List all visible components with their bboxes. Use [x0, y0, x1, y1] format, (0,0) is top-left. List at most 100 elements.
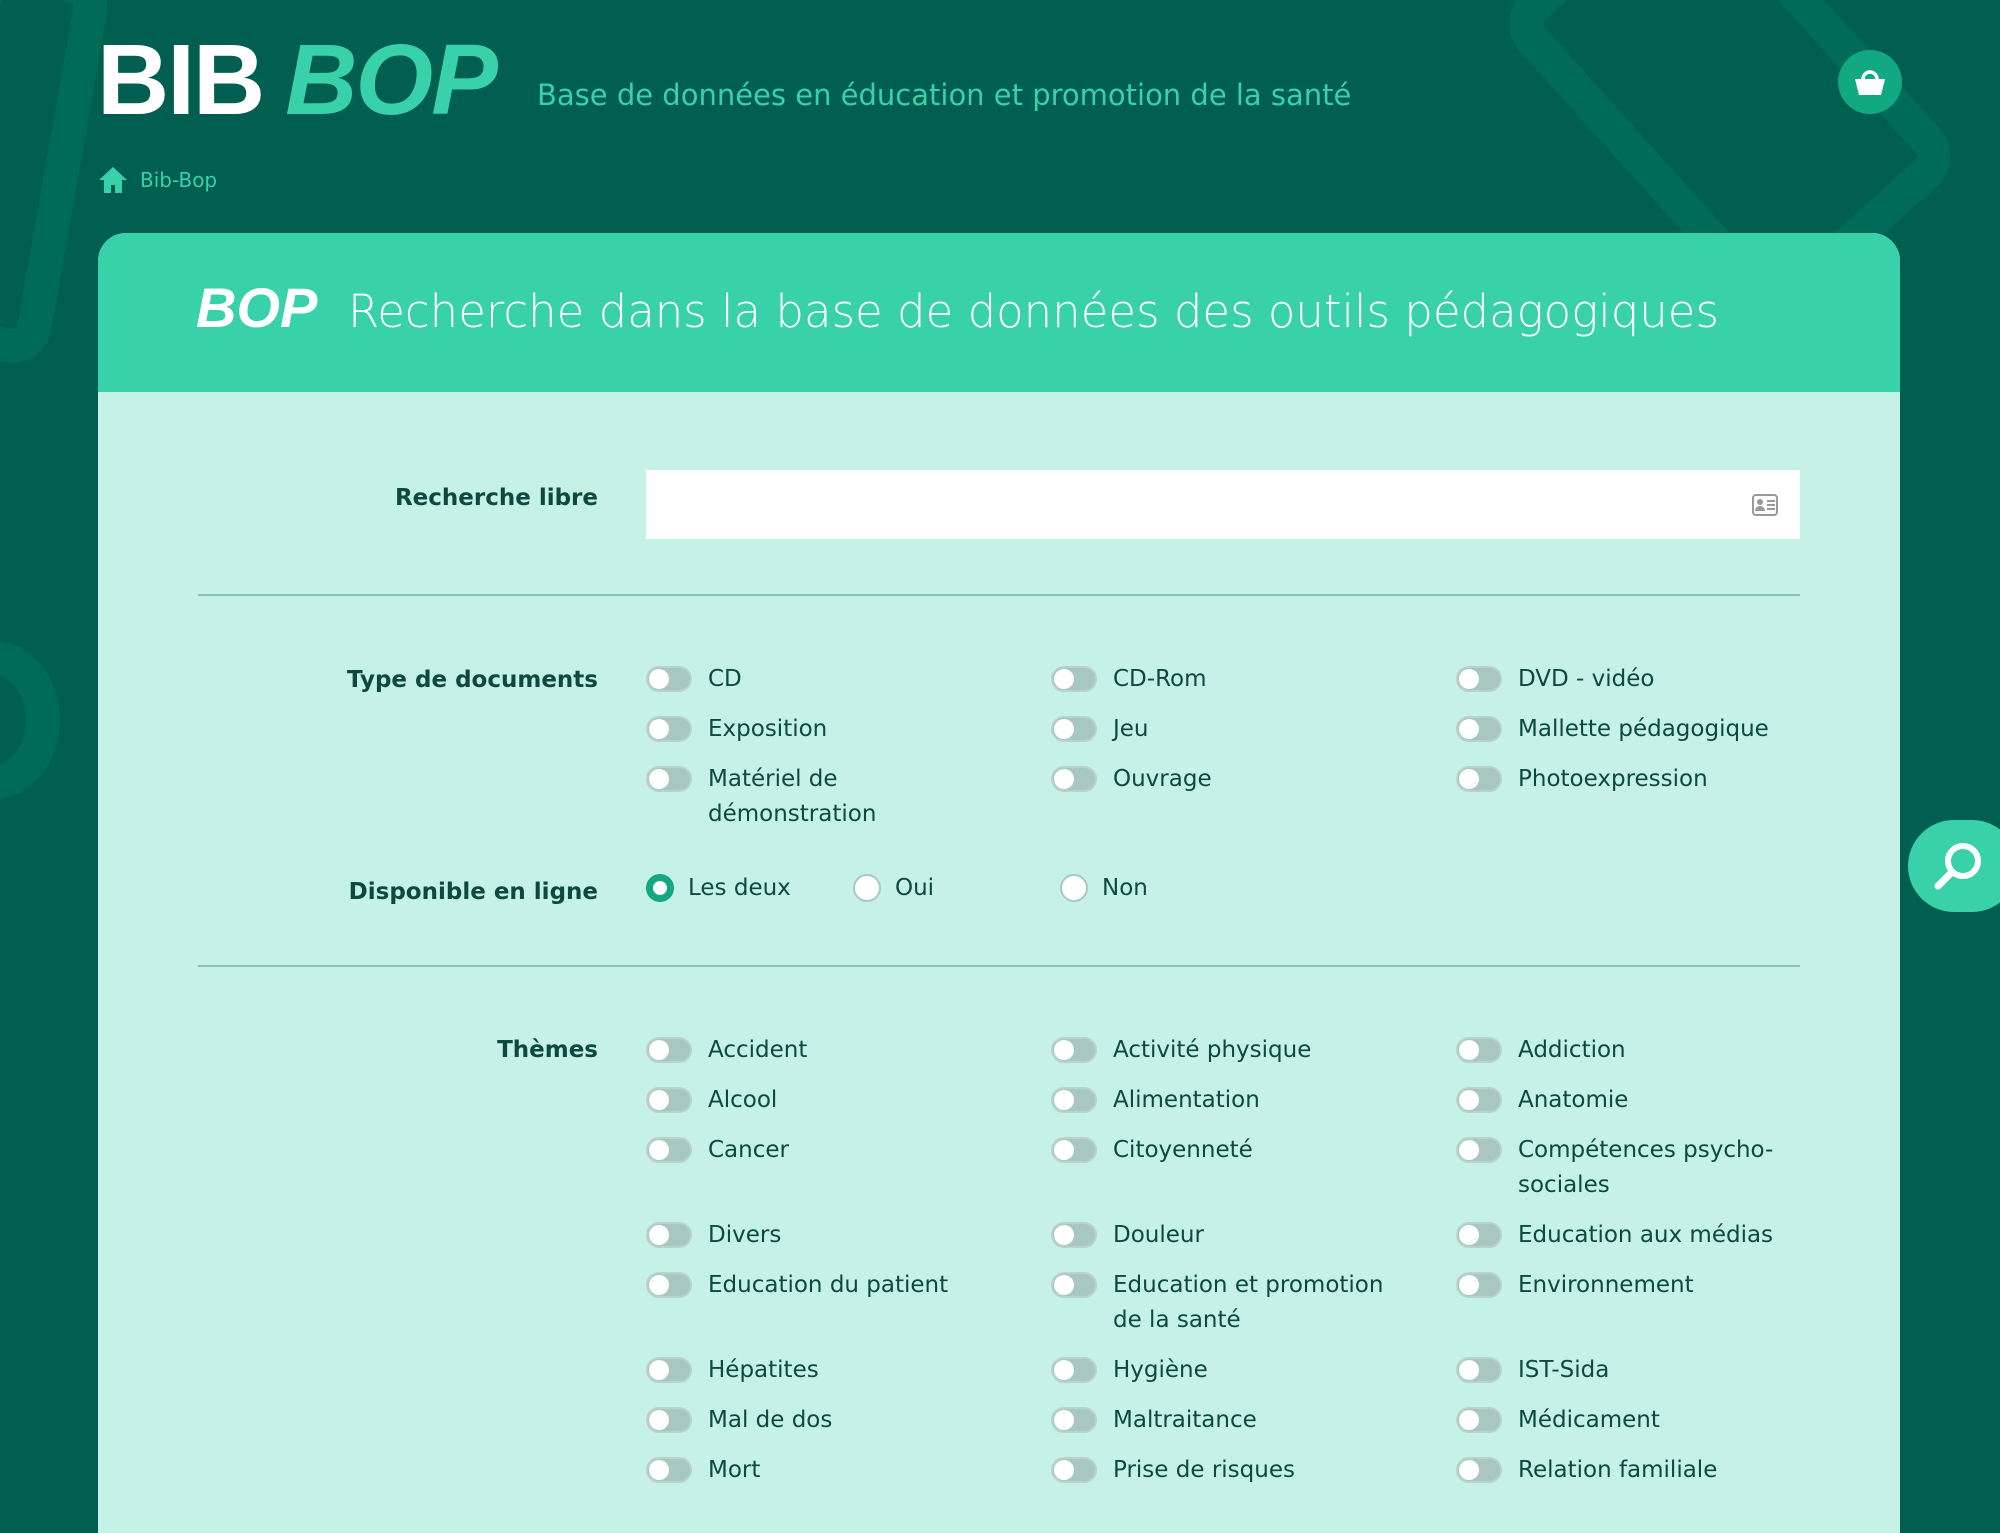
page-title: Recherche dans la base de données des ou… [348, 285, 1719, 338]
doc_types-option[interactable]: Jeu [1051, 712, 1456, 747]
doc_types-option[interactable]: Photoexpression [1456, 762, 1861, 832]
toggle-switch[interactable] [1051, 1037, 1097, 1063]
themes-option[interactable]: Mal de dos [646, 1403, 1051, 1438]
divider [198, 594, 1800, 596]
themes-option[interactable]: Médicament [1456, 1403, 1861, 1438]
option-label: Addiction [1518, 1037, 1626, 1063]
toggle-switch[interactable] [1456, 1137, 1502, 1163]
radio-option[interactable]: Les deux [646, 874, 853, 902]
themes-option[interactable]: Education aux médias [1456, 1218, 1861, 1253]
free-search-input[interactable] [646, 470, 1800, 539]
themes-option[interactable]: Alcool [646, 1083, 1051, 1118]
cart-button[interactable] [1838, 50, 1902, 114]
themes-option[interactable]: Addiction [1456, 1033, 1861, 1068]
radio-button[interactable] [853, 874, 881, 902]
themes-option[interactable]: IST-Sida [1456, 1353, 1861, 1388]
search-submit-button[interactable] [1908, 820, 2000, 912]
bibbop-logo[interactable]: BIB BOP [97, 24, 498, 136]
divider [198, 965, 1800, 967]
toggle-switch[interactable] [1051, 1272, 1097, 1298]
toggle-switch[interactable] [1456, 1357, 1502, 1383]
toggle-switch[interactable] [1456, 1222, 1502, 1248]
themes-option[interactable]: Activité physique [1051, 1033, 1456, 1068]
themes-option[interactable]: Hygiène [1051, 1353, 1456, 1388]
option-label: Prise de risques [1113, 1457, 1295, 1483]
toggle-switch[interactable] [1456, 1037, 1502, 1063]
toggle-switch[interactable] [646, 1037, 692, 1063]
doc_types-option[interactable]: CD-Rom [1051, 662, 1456, 697]
toggle-switch[interactable] [646, 666, 692, 692]
option-label: Education aux médias [1518, 1222, 1774, 1248]
doc_types-option[interactable]: CD [646, 662, 1051, 697]
option-label: Environnement [1518, 1272, 1694, 1298]
background-decoration [0, 640, 60, 800]
themes-option[interactable]: Education du patient [646, 1268, 1051, 1338]
toggle-switch[interactable] [1456, 766, 1502, 792]
themes-option[interactable]: Alimentation [1051, 1083, 1456, 1118]
themes-option[interactable]: Relation familiale [1456, 1453, 1861, 1488]
themes-option[interactable]: Hépatites [646, 1353, 1051, 1388]
option-label: Ouvrage [1113, 766, 1212, 792]
themes-option[interactable]: Divers [646, 1218, 1051, 1253]
doc_types-option[interactable]: DVD - vidéo [1456, 662, 1861, 697]
toggle-switch[interactable] [1051, 666, 1097, 692]
toggle-switch[interactable] [1051, 1137, 1097, 1163]
radio-label: Non [1102, 875, 1148, 901]
option-label: Médicament [1518, 1407, 1660, 1433]
online-radio-group: Les deux Oui Non [646, 874, 1267, 902]
toggle-switch[interactable] [1456, 1087, 1502, 1113]
doc_types-option[interactable]: Matériel de démonstration [646, 762, 1051, 832]
toggle-switch[interactable] [646, 1407, 692, 1433]
doc_types-option[interactable]: Mallette pédagogique [1456, 712, 1861, 747]
toggle-switch[interactable] [1051, 1222, 1097, 1248]
themes-option[interactable]: Compétences psycho-sociales [1456, 1133, 1861, 1203]
themes-option[interactable]: Anatomie [1456, 1083, 1861, 1118]
themes-option[interactable]: Prise de risques [1051, 1453, 1456, 1488]
option-label: Matériel de démonstration [708, 766, 877, 827]
themes-options: Accident Activité physique Addiction Alcool… [646, 1033, 1861, 1488]
radio-option[interactable]: Oui [853, 874, 1060, 902]
themes-label: Thèmes [497, 1037, 598, 1063]
breadcrumb-bib-bop[interactable]: Bib-Bop [140, 168, 218, 192]
toggle-switch[interactable] [646, 766, 692, 792]
option-label: Maltraitance [1113, 1407, 1257, 1433]
toggle-switch[interactable] [1051, 1407, 1097, 1433]
radio-button[interactable] [646, 874, 674, 902]
doc_types-option[interactable]: Ouvrage [1051, 762, 1456, 832]
themes-option[interactable]: Douleur [1051, 1218, 1456, 1253]
toggle-switch[interactable] [646, 1222, 692, 1248]
site-tagline: Base de données en éducation et promotio… [537, 78, 1352, 112]
option-label: Relation familiale [1518, 1457, 1718, 1483]
toggle-switch[interactable] [646, 1457, 692, 1483]
toggle-switch[interactable] [646, 1137, 692, 1163]
themes-option[interactable]: Citoyenneté [1051, 1133, 1456, 1203]
toggle-switch[interactable] [1456, 1272, 1502, 1298]
toggle-switch[interactable] [646, 1087, 692, 1113]
toggle-switch[interactable] [1051, 1357, 1097, 1383]
toggle-switch[interactable] [646, 1357, 692, 1383]
toggle-switch[interactable] [646, 716, 692, 742]
themes-option[interactable]: Accident [646, 1033, 1051, 1068]
option-label: Citoyenneté [1113, 1137, 1253, 1163]
toggle-switch[interactable] [1051, 716, 1097, 742]
themes-option[interactable]: Environnement [1456, 1268, 1861, 1338]
toggle-switch[interactable] [1051, 1457, 1097, 1483]
themes-option[interactable]: Cancer [646, 1133, 1051, 1203]
toggle-switch[interactable] [1456, 716, 1502, 742]
toggle-switch[interactable] [1456, 666, 1502, 692]
option-label: Activité physique [1113, 1037, 1312, 1063]
radio-button[interactable] [1060, 874, 1088, 902]
toggle-switch[interactable] [1456, 1407, 1502, 1433]
radio-label: Oui [895, 875, 935, 901]
themes-option[interactable]: Education et promotion de la santé [1051, 1268, 1456, 1338]
doc_types-option[interactable]: Exposition [646, 712, 1051, 747]
home-icon[interactable] [98, 166, 128, 194]
themes-option[interactable]: Maltraitance [1051, 1403, 1456, 1438]
radio-option[interactable]: Non [1060, 874, 1267, 902]
themes-option[interactable]: Mort [646, 1453, 1051, 1488]
toggle-switch[interactable] [1051, 766, 1097, 792]
toggle-switch[interactable] [1456, 1457, 1502, 1483]
toggle-switch[interactable] [646, 1272, 692, 1298]
option-label: Compétences psycho-sociales [1518, 1137, 1774, 1198]
toggle-switch[interactable] [1051, 1087, 1097, 1113]
